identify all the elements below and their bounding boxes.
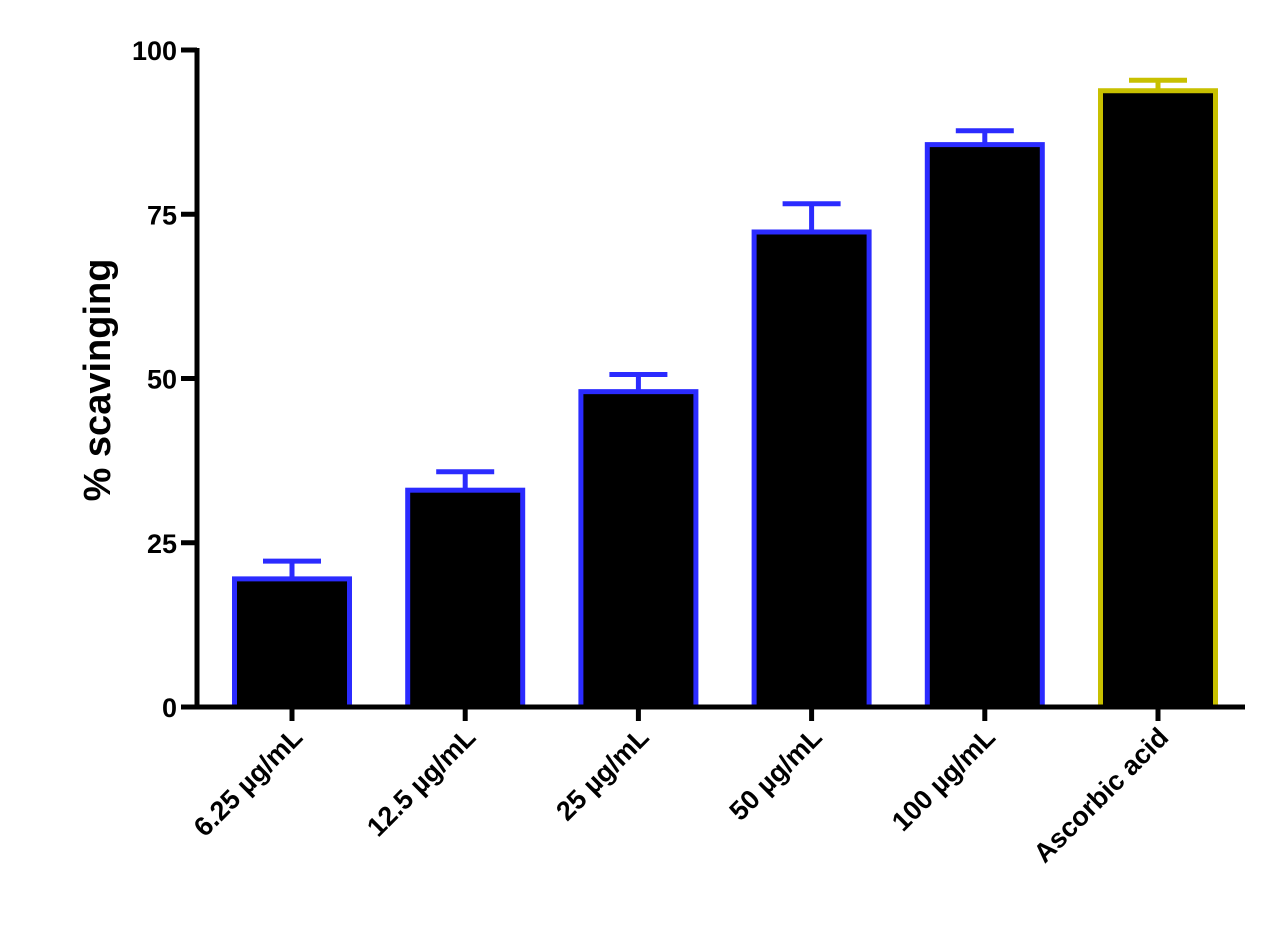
x-axis: 6.25 µg/mL 12.5 µg/mL 25 µg/mL 50 µg/mL 100 … [188, 704, 1245, 868]
y-tick-label: 0 [162, 693, 177, 723]
x-tick-label: 12.5 µg/mL [361, 722, 481, 842]
bar [924, 142, 1045, 710]
x-tick-label: 50 µg/mL [723, 722, 827, 826]
bar [1098, 88, 1218, 710]
bar [578, 389, 699, 710]
bars-group [232, 77, 1218, 710]
bar [232, 576, 352, 710]
bar [405, 487, 526, 710]
y-tick-label: 25 [147, 529, 177, 559]
y-tick-label: 100 [132, 36, 177, 66]
x-tick-label: 100 µg/mL [886, 722, 1001, 837]
y-tick-label: 75 [147, 200, 177, 230]
y-axis-title: % scavinging [77, 259, 119, 502]
x-tick-label: 6.25 µg/mL [188, 722, 308, 842]
y-tick-label: 50 [147, 365, 177, 395]
x-tick-label: Ascorbic acid [1028, 722, 1174, 868]
y-axis: 0 25 50 75 100 [132, 36, 200, 723]
x-tick-label: 25 µg/mL [550, 722, 654, 826]
bar [751, 229, 872, 710]
